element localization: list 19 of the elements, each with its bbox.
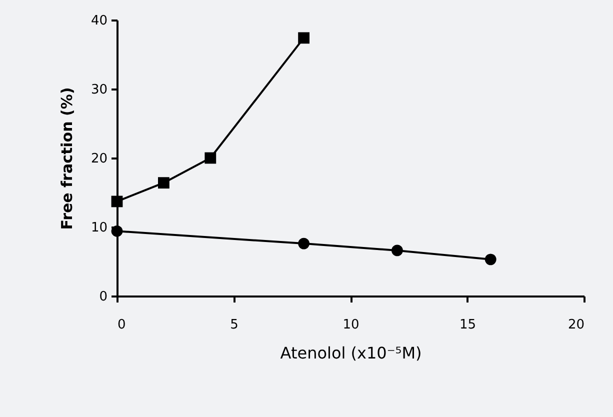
x-tick-label: 20 [568, 318, 584, 332]
point [111, 196, 123, 208]
y-axis-title: Free fraction (%) [58, 87, 76, 230]
y-tick-label: 30 [90, 82, 108, 98]
y-tick-label: 0 [99, 290, 108, 304]
point [204, 152, 216, 164]
y-tick-label: 20 [90, 152, 108, 166]
x-tick-label: 15 [459, 318, 476, 332]
point [298, 32, 310, 44]
point [158, 177, 170, 189]
y-tick-label: 40 [90, 14, 108, 28]
x-tick-label: 0 [118, 318, 126, 332]
x-tick-label: 10 [342, 318, 360, 332]
point [484, 254, 496, 266]
y-tick-label: 10 [90, 220, 108, 236]
x-axis-title: Atenolol (x10⁻⁵M) [280, 344, 422, 362]
point [298, 238, 310, 250]
point [392, 244, 403, 256]
x-tick-label: 5 [230, 318, 238, 332]
